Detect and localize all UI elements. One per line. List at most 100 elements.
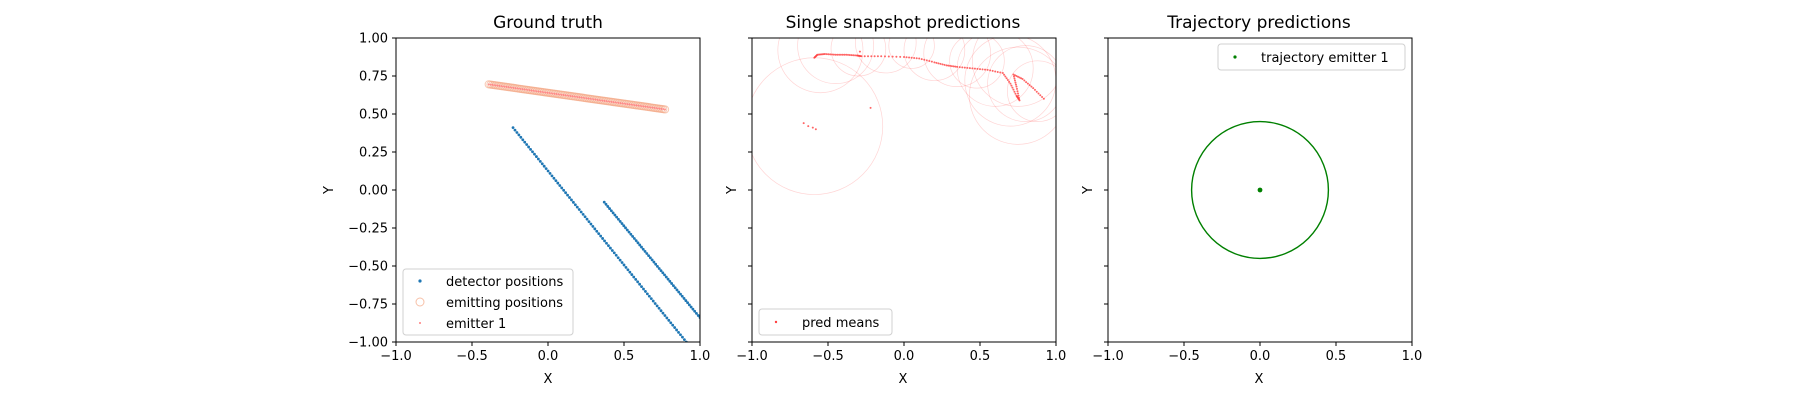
data-point: [510, 86, 513, 89]
data-point: [884, 55, 886, 58]
data-point: [603, 99, 606, 102]
data-point: [573, 203, 577, 207]
data-point: [952, 65, 955, 68]
data-point: [673, 326, 677, 329]
data-point: [963, 66, 966, 69]
data-point: [666, 277, 670, 281]
data-point: [648, 256, 652, 260]
data-point: [612, 251, 616, 255]
data-point: [854, 54, 857, 57]
data-point: [935, 61, 938, 64]
data-point: [614, 253, 618, 257]
data-point: [648, 106, 651, 109]
chart-title: Trajectory predictions: [1166, 13, 1351, 33]
data-point: [675, 288, 679, 292]
data-point: [562, 188, 566, 192]
data-point: [566, 94, 569, 97]
legend: trajectory emitter 1: [1217, 43, 1406, 71]
data-point: [664, 108, 667, 111]
panel-single-snapshot: Single snapshot predictions X Y −1.0 −0.5…: [725, 13, 1066, 387]
data-point: [653, 302, 657, 305]
data-point: [693, 309, 697, 313]
data-point: [645, 252, 649, 255]
data-point: [623, 102, 626, 105]
data-point: [599, 234, 603, 238]
data-point: [651, 106, 654, 109]
data-point: [589, 222, 593, 226]
data-point: [602, 200, 606, 204]
data-point: [601, 237, 605, 240]
data-point: [915, 57, 918, 60]
y-tick-label: 0.25: [359, 146, 388, 161]
data-point: [624, 102, 627, 105]
data-point: [1015, 87, 1018, 90]
data-point: [575, 205, 579, 209]
data-point: [658, 107, 661, 110]
data-point: [610, 100, 613, 103]
x-tick-label: −0.5: [456, 349, 488, 364]
data-point: [604, 202, 608, 206]
legend-label: emitting positions: [446, 296, 563, 311]
data-point: [513, 128, 517, 132]
legend-marker-emitter: [419, 322, 421, 324]
y-axis-label: Y: [322, 186, 337, 195]
data-point: [538, 159, 542, 163]
data-point: [873, 55, 876, 58]
data-point: [903, 56, 905, 58]
data-point: [639, 104, 642, 107]
data-point: [558, 184, 562, 187]
chart-title: Single snapshot predictions: [786, 13, 1021, 33]
data-point: [536, 157, 540, 161]
data-point: [598, 99, 601, 102]
data-point: [1028, 84, 1031, 87]
data-point: [638, 282, 641, 286]
y-tick-label: −1.00: [348, 336, 388, 351]
y-tick-label: −0.75: [348, 298, 388, 313]
legend-label: detector positions: [446, 275, 564, 290]
panel-ground-truth: Ground truth X Y −1.0 −0.5 0.0 0.5 1.0 −1.00…: [322, 13, 710, 387]
x-axis-label: X: [1255, 372, 1264, 387]
data-point: [635, 104, 638, 107]
data-point: [585, 217, 589, 221]
data-point: [618, 258, 622, 262]
data-point: [1016, 90, 1019, 93]
data-point: [535, 155, 538, 158]
data-point: [1020, 77, 1023, 80]
data-point: [525, 88, 528, 91]
data-point: [655, 107, 658, 110]
data-point: [891, 55, 894, 58]
data-point: [562, 94, 565, 96]
data-point: [653, 106, 656, 109]
data-point: [605, 100, 608, 103]
data-point: [1003, 73, 1006, 76]
data-point: [979, 68, 981, 71]
data-point: [605, 241, 608, 245]
data-point: [677, 330, 680, 334]
uncertainty-circle: [777, 38, 864, 94]
data-point: [825, 53, 828, 56]
legend-box: [1217, 43, 1406, 71]
data-point: [576, 96, 579, 99]
data-point: [838, 53, 841, 56]
data-point: [628, 270, 632, 274]
panel-trajectory: Trajectory predictions X Y −1.0 −0.5 0.0 0.…: [1081, 13, 1422, 387]
data-point: [664, 275, 668, 279]
chart-title: Ground truth: [493, 13, 603, 33]
data-point: [641, 247, 645, 251]
data-point: [603, 239, 606, 243]
data-point: [1018, 76, 1021, 79]
data-point: [583, 97, 586, 100]
data-point: [829, 53, 832, 56]
data-point: [1018, 97, 1021, 100]
data-point: [574, 95, 577, 98]
data-point: [663, 314, 667, 317]
data-point: [646, 105, 649, 108]
data-point: [1011, 86, 1014, 89]
data-point: [682, 338, 686, 341]
data-points: [484, 80, 700, 342]
data-point: [616, 256, 620, 260]
legend-marker-emitting: [415, 297, 425, 307]
data-point: [1009, 82, 1012, 85]
data-point: [631, 103, 634, 106]
